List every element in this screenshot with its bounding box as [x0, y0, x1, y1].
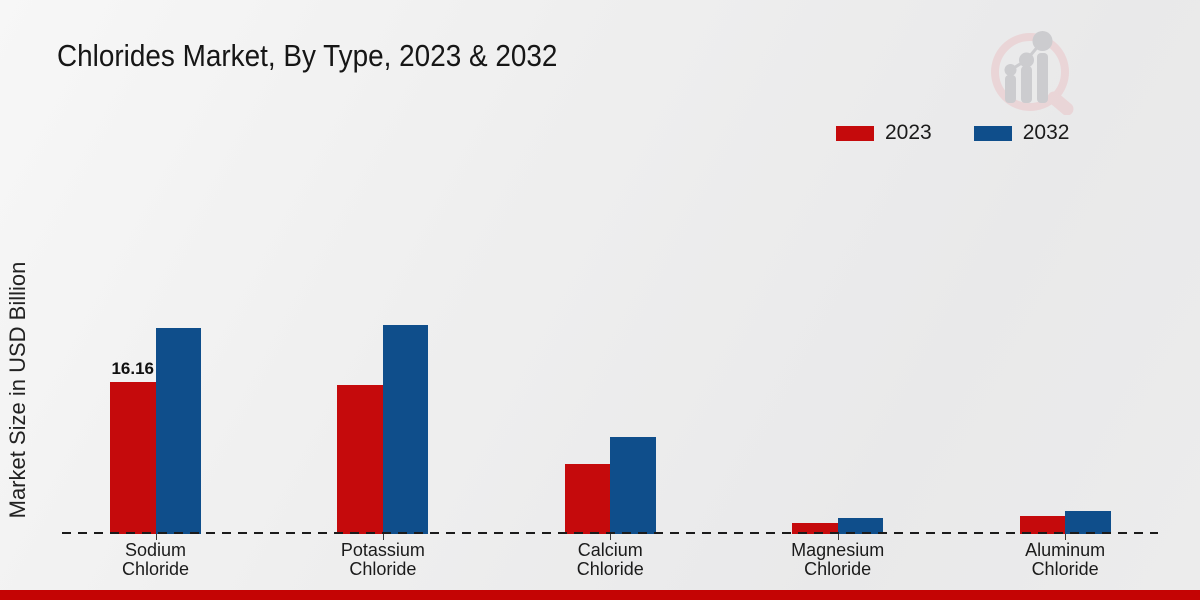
category-label-aluminum-chloride: Aluminum Chloride [1025, 540, 1106, 579]
legend-swatch-2032 [973, 125, 1012, 141]
bar-2032-potassium-chloride [382, 325, 429, 534]
x-tick-magnesium-chloride [837, 534, 839, 540]
bottom-accent-bar [0, 590, 1200, 600]
x-tick-potassium-chloride [382, 534, 384, 540]
chart-title: Chlorides Market, By Type, 2023 & 2032 [57, 38, 558, 73]
legend-item-2023: 2023 [836, 121, 932, 145]
growth-dots-icon [1004, 31, 1053, 76]
legend: 2023 2032 [836, 121, 1069, 145]
bar-2023-calcium-chloride [564, 464, 611, 534]
category-label-calcium-chloride: Calcium Chloride [576, 540, 644, 579]
bar-2023-potassium-chloride [337, 385, 383, 534]
category-label-potassium-chloride: Potassium Chloride [340, 540, 425, 579]
legend-label-2023: 2023 [885, 121, 932, 144]
x-tick-aluminum-chloride [1065, 534, 1067, 540]
bar-2023-magnesium-chloride [792, 523, 838, 534]
category-label-magnesium-chloride: Magnesium Chloride [791, 540, 885, 579]
legend-swatch-2023 [836, 125, 874, 141]
x-axis-baseline-dashed [62, 532, 1158, 534]
bar-2032-aluminum-chloride [1065, 511, 1111, 534]
bar-2023-aluminum-chloride [1019, 516, 1066, 534]
x-tick-calcium-chloride [610, 534, 612, 540]
bar-2032-magnesium-chloride [837, 518, 884, 534]
value-label-2023-sodium-chloride: 16.16 [111, 359, 155, 378]
bar-2023-sodium-chloride [110, 382, 156, 534]
magnifier-ring-icon [991, 33, 1069, 111]
growth-bars-icon [1005, 53, 1048, 103]
legend-label-2032: 2032 [1022, 121, 1070, 144]
x-tick-sodium-chloride [155, 534, 157, 540]
mrfr-watermark-logo [991, 31, 1074, 115]
bar-2032-calcium-chloride [610, 437, 656, 534]
bar-2032-sodium-chloride [155, 328, 201, 534]
legend-item-2032: 2032 [973, 121, 1070, 145]
magnifier-handle-icon [1047, 91, 1074, 115]
category-label-sodium-chloride: Sodium Chloride [121, 540, 190, 579]
